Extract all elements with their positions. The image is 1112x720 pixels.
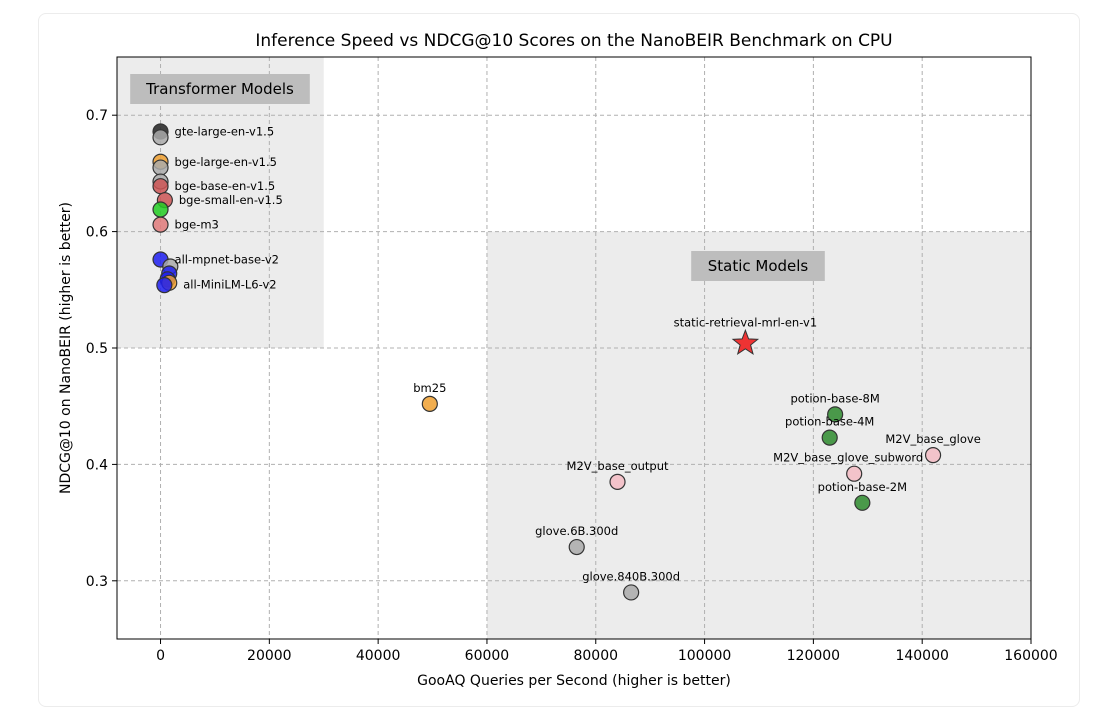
- point-label: gte-large-en-v1.5: [175, 124, 275, 138]
- y-tick-label: 0.4: [86, 457, 108, 473]
- point-label: bge-base-en-v1.5: [175, 179, 276, 193]
- y-axis-label: NDCG@10 on NanoBEIR (higher is better): [58, 202, 74, 494]
- point-label: glove.6B.300d: [535, 524, 618, 538]
- chart-title: Inference Speed vs NDCG@10 Scores on the…: [255, 31, 892, 51]
- point-label: bge-m3: [175, 218, 219, 232]
- y-tick-label: 0.6: [86, 225, 108, 241]
- data-point[interactable]: [821, 429, 838, 446]
- x-tick-label: 80000: [573, 648, 618, 664]
- region-label-box: [130, 74, 310, 104]
- x-tick-label: 140000: [895, 648, 948, 664]
- data-point[interactable]: [924, 446, 942, 464]
- y-tick-label: 0.5: [86, 341, 108, 357]
- data-point[interactable]: [152, 159, 169, 176]
- x-tick-label: 160000: [1004, 648, 1057, 664]
- x-tick-label: 40000: [356, 648, 401, 664]
- point-label: potion-base-8M: [790, 391, 879, 405]
- point-label: M2V_base_glove_subword: [773, 451, 923, 465]
- data-point[interactable]: [854, 494, 871, 511]
- data-point[interactable]: [846, 465, 863, 482]
- point-label: potion-base-4M: [785, 415, 874, 429]
- region-label-box: [691, 251, 825, 281]
- region-label: Static Models: [708, 257, 809, 275]
- region-label: Transformer Models: [145, 80, 294, 98]
- point-label: bm25: [413, 381, 446, 395]
- x-tick-label: 20000: [247, 648, 292, 664]
- point-label: bge-small-en-v1.5: [179, 193, 283, 207]
- data-point[interactable]: [152, 129, 169, 146]
- data-point[interactable]: [421, 395, 438, 412]
- region-1: [486, 231, 1031, 639]
- point-label: M2V_base_glove: [885, 432, 980, 446]
- point-label: glove.840B.300d: [582, 569, 680, 583]
- data-point[interactable]: [152, 216, 169, 233]
- data-point-star[interactable]: [731, 328, 760, 356]
- point-label: potion-base-2M: [818, 480, 907, 494]
- data-point[interactable]: [568, 538, 585, 556]
- x-tick-label: 60000: [465, 648, 510, 664]
- region-0: [117, 57, 324, 348]
- x-tick-label: 120000: [787, 648, 840, 664]
- x-axis-label: GooAQ Queries per Second (higher is bett…: [417, 673, 731, 689]
- x-tick-label: 0: [156, 648, 165, 664]
- y-tick-label: 0.3: [86, 574, 108, 590]
- y-tick-label: 0.7: [86, 108, 108, 124]
- point-label: bge-large-en-v1.5: [175, 155, 277, 169]
- data-point[interactable]: [827, 406, 844, 423]
- point-label: all-MiniLM-L6-v2: [183, 278, 276, 292]
- x-tick-label: 100000: [678, 648, 731, 664]
- data-point[interactable]: [623, 584, 640, 601]
- data-point[interactable]: [609, 473, 626, 490]
- data-point[interactable]: [152, 201, 169, 218]
- data-point[interactable]: [152, 178, 169, 195]
- point-label: M2V_base_output: [567, 459, 669, 473]
- data-point[interactable]: [156, 277, 173, 294]
- point-label: all-mpnet-base-v2: [175, 253, 280, 267]
- point-label: static-retrieval-mrl-en-v1: [674, 315, 818, 329]
